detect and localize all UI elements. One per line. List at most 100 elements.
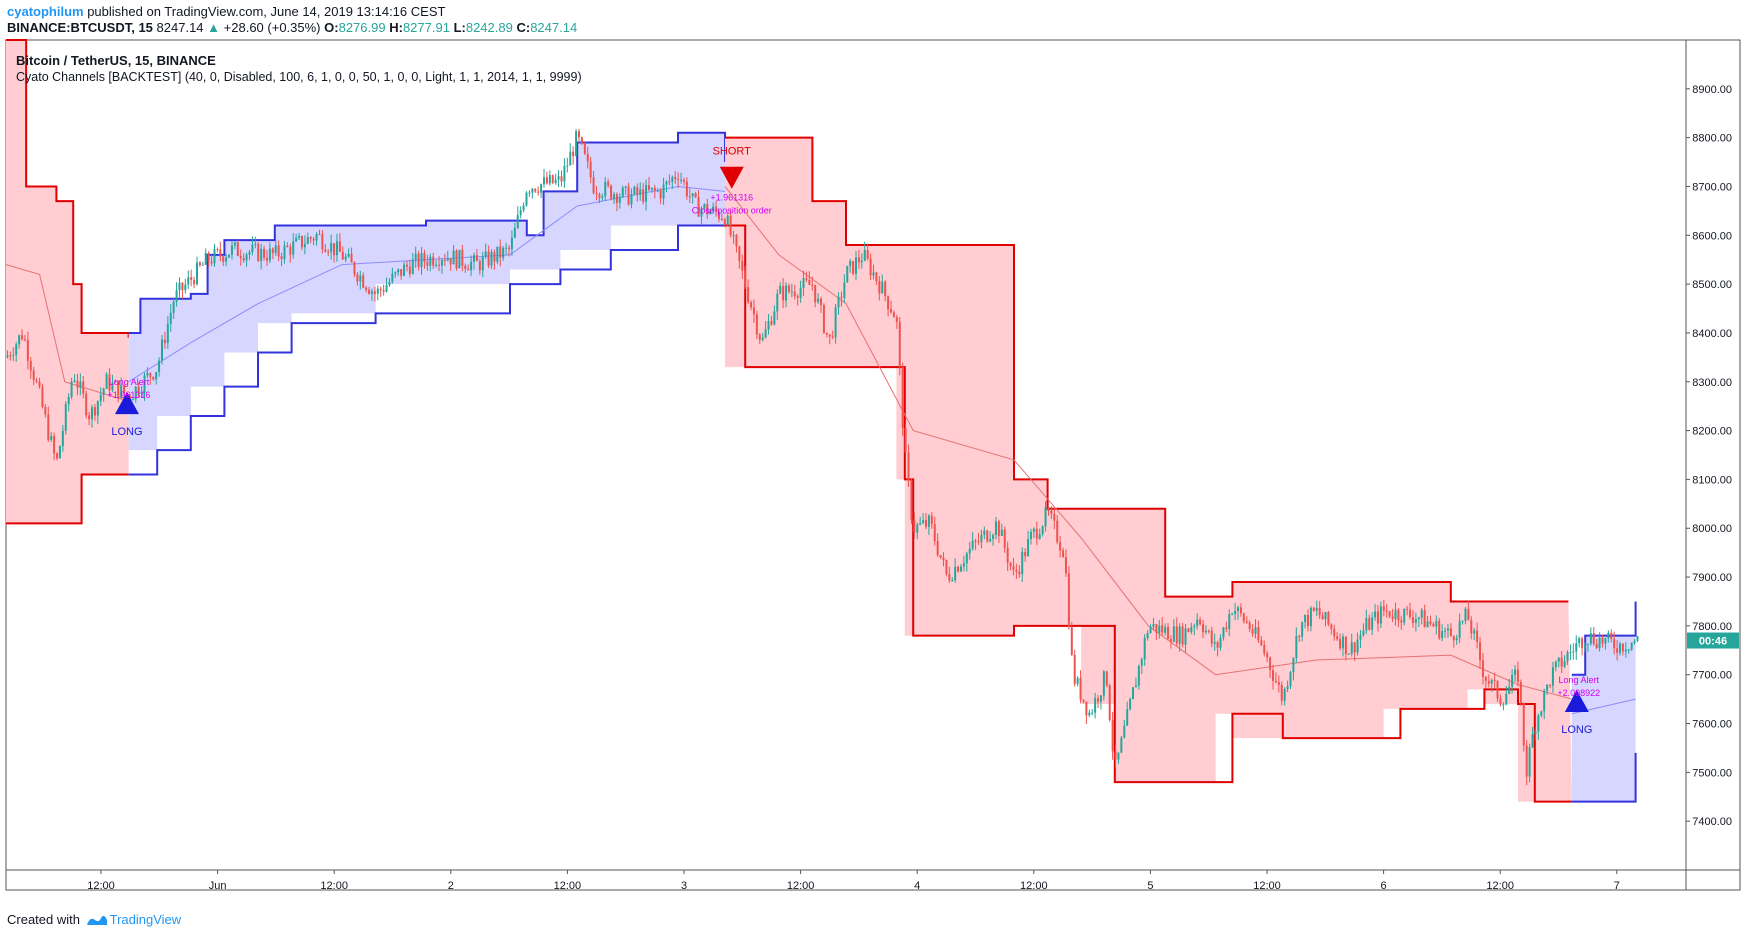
channel-upper-long xyxy=(128,131,727,334)
candle-body xyxy=(1374,611,1377,618)
candle-body xyxy=(881,281,884,294)
candle-body xyxy=(502,247,505,258)
candle-body xyxy=(280,256,283,260)
candle-body xyxy=(1056,520,1059,543)
candle-body xyxy=(817,298,820,303)
candle-body xyxy=(1295,636,1298,659)
candle-body xyxy=(473,255,476,262)
candle-body xyxy=(595,193,598,195)
candle-body xyxy=(1082,699,1085,702)
tradingview-logo-icon xyxy=(86,915,107,925)
candle-body xyxy=(1362,630,1365,636)
candle-body xyxy=(1365,618,1368,631)
candle-body xyxy=(904,428,907,453)
candle-body xyxy=(1059,542,1062,551)
candle-body xyxy=(289,246,292,255)
candle-body xyxy=(1006,547,1009,563)
candle-body xyxy=(1146,633,1149,638)
candle-body xyxy=(890,309,893,313)
candle-body xyxy=(166,323,169,344)
candle-body xyxy=(1187,628,1190,632)
candle-body xyxy=(219,249,222,257)
candle-body xyxy=(601,196,604,198)
candle-body xyxy=(1143,637,1146,660)
candle-body xyxy=(729,215,732,236)
price-tick-label: 7600.00 xyxy=(1692,719,1732,731)
candle-body xyxy=(1569,651,1572,653)
candle-body xyxy=(315,234,318,241)
candle-body xyxy=(1464,608,1467,621)
price-tick-label: 8000.00 xyxy=(1692,523,1732,535)
channel-mid-short xyxy=(5,264,129,402)
candle-body xyxy=(1420,610,1423,618)
candle-body xyxy=(1167,626,1170,640)
candle-body xyxy=(1592,633,1595,644)
candle-body xyxy=(974,540,977,542)
candle-body xyxy=(531,188,534,193)
candle-body xyxy=(723,219,726,225)
candle-body xyxy=(942,557,945,561)
candle-body xyxy=(1452,635,1455,641)
candle-body xyxy=(1169,639,1172,642)
candle-body xyxy=(878,281,881,294)
candle-body xyxy=(828,334,831,337)
candle-body xyxy=(747,287,750,303)
candle-body xyxy=(962,563,965,567)
candle-body xyxy=(694,193,697,198)
high-value: 8277.91 xyxy=(402,20,450,35)
candle-body xyxy=(242,258,245,261)
candle-body xyxy=(6,355,9,358)
candle-body xyxy=(688,196,691,198)
time-tick-label: Jun xyxy=(209,880,227,892)
author-link[interactable]: cyatophilum xyxy=(7,4,84,19)
candle-body xyxy=(333,243,336,256)
candle-body xyxy=(822,305,825,333)
candle-body xyxy=(1484,677,1487,681)
candle-body xyxy=(111,382,114,391)
candle-body xyxy=(41,386,44,408)
candle-body xyxy=(700,208,703,217)
candle-body xyxy=(478,261,481,271)
candle-body xyxy=(1237,607,1240,612)
candle-body xyxy=(1289,672,1292,687)
candle-body xyxy=(983,530,986,535)
candle-body xyxy=(1158,625,1161,633)
candle-body xyxy=(910,480,913,520)
tradingview-link[interactable]: TradingView xyxy=(109,912,182,927)
candle-body xyxy=(855,257,858,274)
low-label: L: xyxy=(453,20,466,35)
candle-body xyxy=(936,541,939,555)
candle-body xyxy=(1050,510,1053,515)
candle-body xyxy=(376,288,379,294)
candle-body xyxy=(755,314,758,335)
candle-body xyxy=(560,176,563,182)
candle-body xyxy=(394,272,397,274)
candle-body xyxy=(930,515,933,525)
candle-body xyxy=(248,252,251,255)
candle-body xyxy=(38,381,41,387)
candle-body xyxy=(1062,550,1065,558)
price-tick-label: 7500.00 xyxy=(1692,767,1732,779)
candle-body xyxy=(1053,514,1056,521)
candle-body xyxy=(630,194,633,205)
time-axis[interactable]: 12:00 Jun 12:00 2 12:00 3 12:00 4 12:00 5 12:00 6 12… xyxy=(87,870,1620,892)
candle-body xyxy=(1581,638,1584,649)
candle-body xyxy=(1586,643,1589,645)
candle-body xyxy=(674,177,677,180)
candle-body xyxy=(516,215,519,229)
price-axis[interactable]: 7400.00 7500.00 7600.00 7700.00 7800.00 7900.… xyxy=(1686,84,1732,828)
candle-body xyxy=(1493,679,1496,681)
candle-body xyxy=(566,165,569,167)
candle-body xyxy=(263,248,266,258)
candle-body xyxy=(411,259,414,274)
time-tick-label: 3 xyxy=(681,880,687,892)
candle-body xyxy=(604,181,607,197)
candle-body xyxy=(1496,680,1499,699)
candle-body xyxy=(1021,552,1024,575)
candle-body xyxy=(761,337,764,340)
candle-body xyxy=(1292,658,1295,673)
candle-body xyxy=(1137,665,1140,686)
candle-body xyxy=(668,181,671,183)
price-tick-label: 8100.00 xyxy=(1692,474,1732,486)
